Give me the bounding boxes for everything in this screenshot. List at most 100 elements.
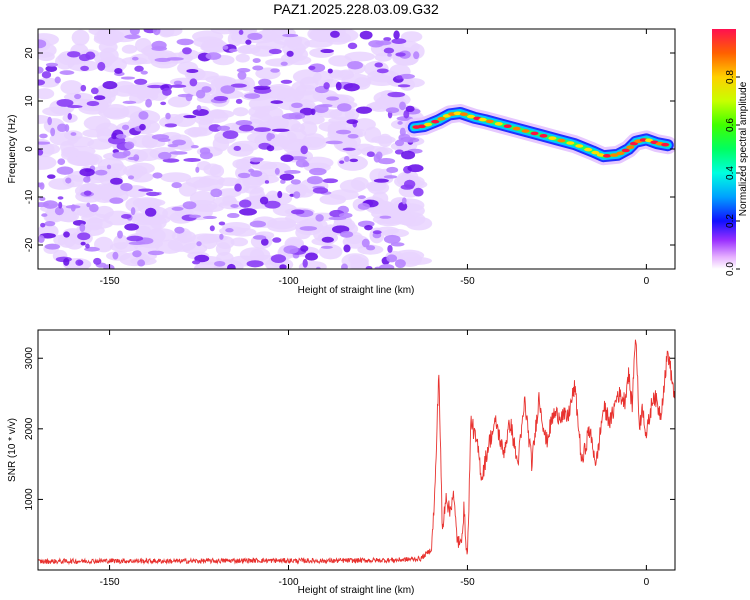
noise-blob (377, 157, 396, 165)
noise-blob (376, 68, 389, 74)
noise-blob (306, 176, 324, 185)
noise-blob (293, 191, 301, 199)
heatmap-layer (38, 29, 675, 269)
noise-blob (387, 244, 393, 253)
noise-blob (120, 182, 133, 192)
noise-blob (122, 100, 137, 104)
noise-blob (162, 87, 172, 96)
noise-blob (295, 159, 309, 168)
noise-blob (347, 42, 358, 50)
snr-axes: -150 -100 -50 0 1000 2000 3000 (24, 330, 675, 588)
noise-blob (280, 61, 288, 66)
noise-blob (268, 48, 282, 55)
noise-blob (372, 230, 382, 235)
noise-blob (291, 102, 303, 109)
noise-blob (246, 260, 264, 268)
noise-blob (339, 160, 345, 164)
noise-blob (260, 238, 269, 246)
noise-blob (286, 50, 294, 57)
ridge-peak (494, 122, 503, 126)
noise-blob (413, 187, 424, 197)
colorbar: 0.0 0.2 0.4 0.6 0.8 Normalized spectral ampl… (712, 29, 749, 276)
noise-blob (120, 76, 136, 80)
noise-blob (327, 68, 333, 74)
noise-blob (38, 141, 51, 145)
noise-blob (147, 84, 164, 89)
noise-blob (399, 101, 406, 111)
noise-blob (174, 226, 185, 234)
noise-blob (320, 245, 333, 249)
noise-blob (366, 245, 376, 251)
snr-series-line (38, 339, 675, 566)
noise-blob (373, 178, 389, 183)
noise-blob (386, 166, 399, 174)
ridge-peak (530, 131, 539, 136)
noise-blob (182, 47, 192, 55)
x-tick-label: -150 (100, 577, 120, 588)
noise-blob (110, 177, 123, 185)
noise-blob (106, 164, 112, 170)
noise-blob (67, 105, 83, 109)
noise-blob (154, 57, 171, 63)
snr-panel: -150 -100 -50 0 1000 2000 3000 Height of strai… (7, 329, 676, 596)
noise-halo (235, 53, 250, 63)
y-tick-label: 2000 (24, 417, 35, 440)
y-tick-label: 3000 (24, 347, 35, 370)
noise-blob (407, 164, 424, 173)
noise-blob (309, 167, 327, 176)
noise-blob (144, 207, 157, 217)
noise-blob (38, 79, 46, 86)
noise-blob (383, 47, 395, 54)
noise-blob (57, 196, 64, 200)
noise-blob (196, 241, 202, 247)
noise-blob (56, 98, 74, 107)
noise-blob (93, 95, 106, 101)
noise-blob (93, 257, 102, 265)
noise-blob (325, 140, 343, 145)
noise-blob (346, 119, 359, 125)
noise-blob (85, 243, 90, 249)
noise-blob (152, 29, 161, 36)
noise-blob (405, 105, 415, 113)
noise-blob (259, 196, 269, 205)
noise-blob (41, 71, 52, 79)
ridge-peak (512, 126, 521, 131)
noise-blob (349, 158, 359, 163)
noise-blob (235, 98, 243, 104)
noise-blob (280, 154, 294, 162)
noise-blob (42, 200, 59, 209)
noise-blob (74, 93, 82, 100)
noise-halo (60, 80, 83, 95)
noise-blob (90, 87, 99, 95)
noise-blob (127, 156, 139, 161)
noise-halo (367, 181, 390, 195)
noise-halo (405, 216, 433, 231)
noise-blob (366, 151, 375, 158)
noise-blob (39, 133, 48, 139)
noise-blob (160, 101, 167, 106)
noise-blob (249, 220, 267, 228)
noise-blob (122, 124, 130, 131)
noise-blob (365, 265, 373, 269)
noise-blob (169, 151, 188, 155)
noise-halo (81, 218, 113, 230)
ridge-peak (459, 112, 468, 116)
noise-blob (217, 125, 231, 131)
snr-frame (37, 329, 676, 571)
noise-halo (246, 132, 271, 143)
noise-blob (196, 105, 202, 111)
noise-blob (147, 250, 164, 256)
noise-halo (276, 131, 297, 144)
noise-blob (282, 33, 299, 38)
noise-blob (359, 30, 373, 40)
noise-halo (178, 182, 197, 197)
noise-halo (254, 105, 284, 121)
noise-blob (121, 214, 132, 219)
noise-blob (134, 78, 148, 85)
noise-blob (157, 137, 171, 143)
noise-halo (264, 84, 295, 99)
noise-blob (38, 39, 47, 49)
noise-halo (83, 115, 111, 131)
x-tick-label: -50 (460, 276, 475, 287)
x-tick-label: -100 (278, 577, 298, 588)
